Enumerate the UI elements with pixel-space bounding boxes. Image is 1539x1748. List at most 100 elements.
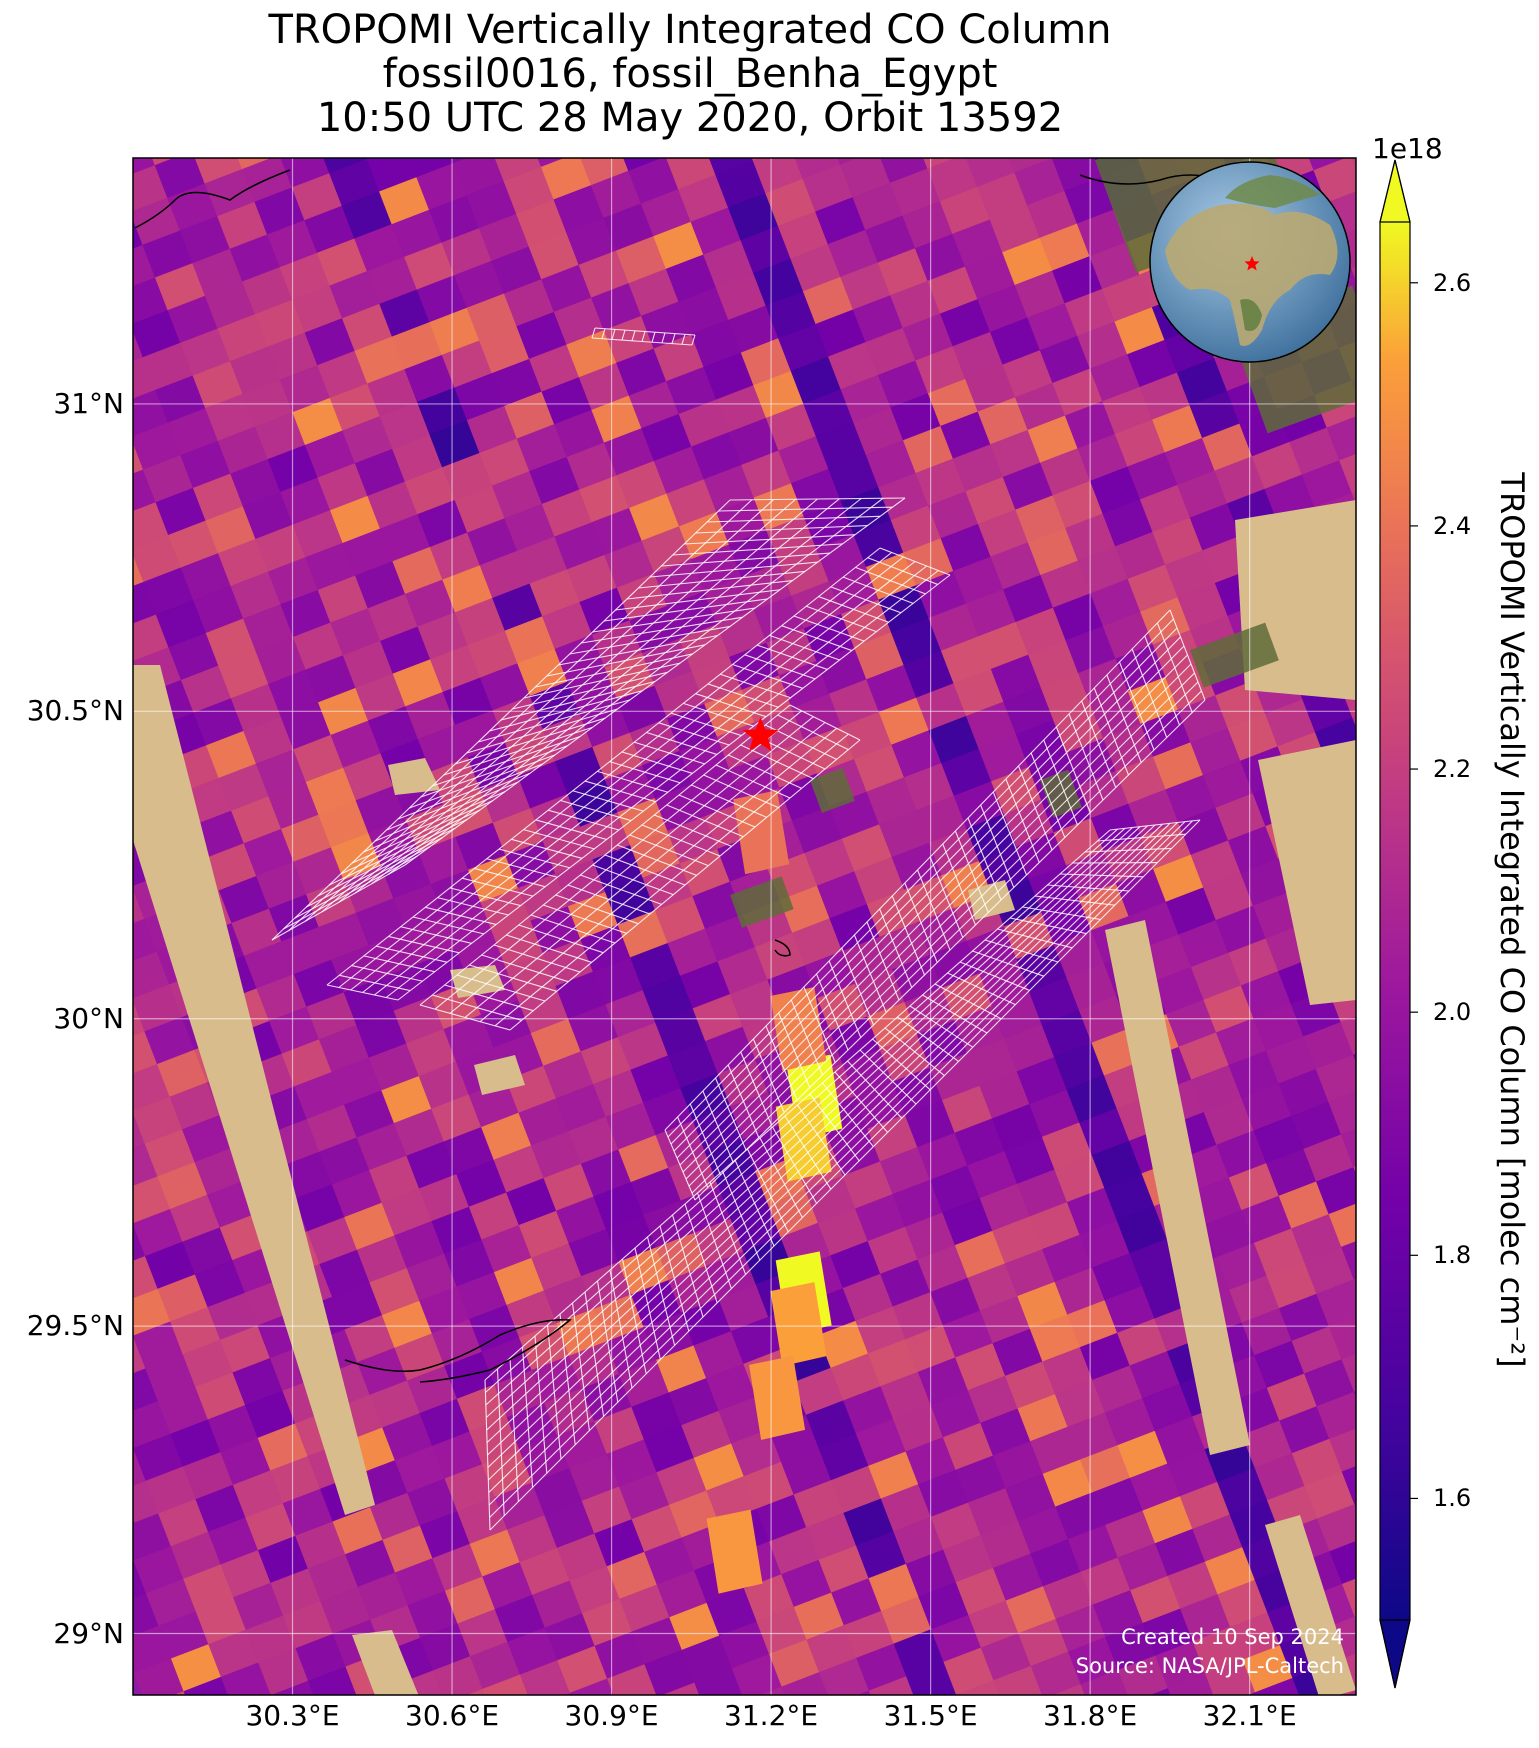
co-pixel — [1339, 453, 1356, 494]
map-gridlines — [133, 158, 1356, 1695]
y-tick-label: 30°N — [53, 1001, 124, 1035]
vegetation-patch — [810, 768, 855, 813]
desert-strip — [474, 1055, 525, 1095]
co-pixel — [607, 1664, 657, 1695]
map-area — [133, 107, 1430, 1748]
co-pixel — [1329, 1428, 1356, 1473]
credit-created: Created 10 Sep 2024 — [1121, 1625, 1344, 1649]
co-pixel — [1352, 716, 1356, 728]
co-pixel-high — [706, 1509, 763, 1594]
co-pixel — [952, 107, 1002, 154]
colorbar-tick-marks — [1410, 282, 1418, 1500]
co-pixel — [1052, 1684, 1086, 1695]
credit-source: Source: NASA/JPL-Caltech — [1075, 1654, 1344, 1678]
y-tick-label: 29°N — [53, 1616, 124, 1650]
co-pixel — [1305, 1696, 1355, 1743]
title-line-2: fossil0016, fossil_Benha_Egypt — [382, 51, 998, 97]
footprint-grid — [326, 547, 951, 1001]
co-pixel — [1341, 1241, 1356, 1281]
co-pixel — [759, 1686, 786, 1695]
co-pixel — [1351, 266, 1356, 282]
co-pixel-high — [770, 1282, 827, 1367]
co-pixel — [1316, 1166, 1356, 1215]
co-pixel — [466, 1688, 486, 1695]
co-pixel — [1316, 1391, 1356, 1440]
co-pixel — [1340, 1128, 1356, 1168]
co-pixel — [1380, 1668, 1430, 1715]
desert-strip — [133, 665, 375, 1515]
co-pixel — [537, 158, 566, 168]
site-star-icon — [742, 716, 779, 752]
co-pixel — [1143, 1721, 1193, 1748]
co-pixel — [308, 1666, 357, 1695]
title-line-1: TROPOMI Vertically Integrated CO Column — [268, 7, 1112, 53]
co-pixel — [1316, 1504, 1356, 1552]
footprint-grid — [271, 497, 906, 941]
desert-strip — [352, 1630, 419, 1695]
co-pixel — [923, 158, 957, 170]
co-pixel — [173, 1691, 186, 1695]
co-pixel-high — [733, 790, 790, 875]
co-pixel — [1051, 158, 1055, 159]
colorbar-tick-label: 2.2 — [1433, 755, 1472, 784]
vegetation-patch — [730, 876, 794, 928]
colorbar-tick-label: 1.6 — [1433, 1484, 1472, 1513]
co-pixel — [1316, 1279, 1356, 1328]
co-pixel — [1340, 1016, 1356, 1056]
co-pixel — [956, 1680, 1000, 1695]
colorbar-tick-label: 2.6 — [1433, 268, 1472, 297]
co-pixel — [1255, 1677, 1300, 1695]
x-tick-label: 31.2°E — [724, 1699, 819, 1732]
desert-strip — [1105, 920, 1250, 1455]
target-footprint-grids — [271, 327, 1206, 1531]
globe-star-shape — [1244, 256, 1260, 271]
colorbar-tick-label: 1.8 — [1433, 1241, 1472, 1270]
y-tick-label: 31°N — [53, 386, 124, 420]
satellite-background-strips — [133, 158, 1356, 1695]
x-tick-label: 31.8°E — [1043, 1699, 1138, 1732]
globe-site-star-icon — [1244, 256, 1260, 271]
footprint-grid — [484, 819, 1201, 1531]
co-pixel — [220, 1662, 272, 1695]
co-pixel — [1329, 1541, 1356, 1585]
colorbar-label: TROPOMI Vertically Integrated CO Column … — [1493, 472, 1531, 1368]
co-pixel — [1308, 158, 1348, 171]
co-pixel — [482, 1674, 529, 1695]
footprint-grid — [664, 609, 1206, 1201]
co-pixel — [623, 158, 664, 172]
desert-strip — [1258, 740, 1356, 1005]
co-pixel — [868, 1676, 914, 1695]
map-frame — [132, 157, 1357, 1696]
co-pixel — [366, 158, 371, 160]
x-tick-label: 30.6°E — [405, 1699, 500, 1732]
y-tick-label: 30.5°N — [26, 694, 124, 728]
colorbar-tick-label: 2.4 — [1433, 511, 1472, 540]
site-star-shape — [742, 716, 779, 752]
co-pixel — [653, 110, 703, 157]
co-pixel — [751, 158, 762, 162]
co-pixel — [1167, 1673, 1214, 1695]
co-pixel — [781, 1672, 829, 1695]
desert-strip — [1265, 1515, 1356, 1695]
co-pixel — [183, 1676, 229, 1695]
co-pixel — [1341, 1578, 1356, 1618]
co-pixel — [1315, 1054, 1356, 1103]
co-pixel — [670, 1715, 720, 1748]
footprint-grid — [591, 327, 696, 346]
co-pixel — [1150, 1688, 1172, 1695]
footprint-grid — [419, 704, 861, 1031]
co-pixel — [1328, 1091, 1356, 1136]
co-pixel — [159, 1724, 209, 1748]
desert-strip — [388, 758, 440, 795]
co-pixel — [857, 1690, 872, 1695]
co-pixel — [1080, 1669, 1129, 1695]
colorbar-exponent: 1e18 — [1372, 132, 1443, 165]
x-tick-label: 32.1°E — [1202, 1699, 1297, 1732]
title-line-3: 10:50 UTC 28 May 2020, Orbit 13592 — [316, 95, 1064, 141]
co-pixel — [1328, 1316, 1356, 1360]
y-tick-label: 29.5°N — [26, 1309, 124, 1343]
co-pixel — [569, 1678, 615, 1695]
desert-strip — [1235, 500, 1356, 700]
co-pixel — [1328, 1203, 1356, 1248]
